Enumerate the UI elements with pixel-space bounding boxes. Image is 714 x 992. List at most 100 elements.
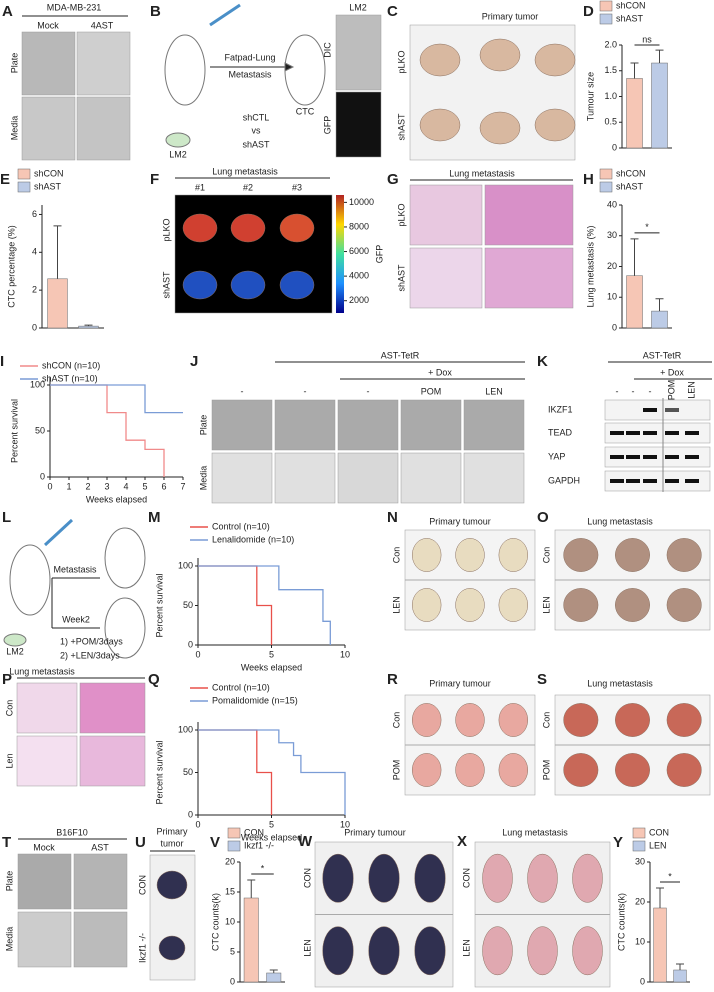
panel-letter: W bbox=[298, 833, 313, 850]
x-tick-label: 10 bbox=[340, 649, 350, 659]
image bbox=[211, 399, 273, 451]
y-axis-label: Percent survival bbox=[154, 573, 164, 637]
specimen bbox=[498, 753, 529, 787]
legend-label: shCON (n=10) bbox=[42, 360, 100, 370]
bar bbox=[626, 78, 643, 149]
label: Con bbox=[541, 547, 551, 564]
specimen bbox=[563, 703, 599, 737]
x-tick-label: 5 bbox=[269, 649, 274, 659]
label: LEN bbox=[485, 386, 503, 396]
specimen bbox=[411, 703, 442, 737]
significance-label: * bbox=[668, 871, 672, 881]
y-tick-label: 0 bbox=[612, 322, 617, 332]
bar bbox=[47, 278, 68, 329]
blot-band bbox=[626, 431, 640, 435]
specimen bbox=[534, 43, 576, 77]
blot-band bbox=[610, 455, 624, 459]
blot-band bbox=[643, 431, 657, 435]
label: TEAD bbox=[548, 427, 573, 437]
label: LM2 bbox=[349, 2, 367, 12]
label: Mock bbox=[33, 842, 55, 852]
specimen bbox=[279, 270, 315, 300]
label: Con bbox=[541, 712, 551, 729]
image bbox=[79, 735, 146, 787]
specimen bbox=[534, 108, 576, 142]
image bbox=[21, 31, 76, 96]
specimen bbox=[455, 538, 485, 572]
specimen bbox=[411, 538, 442, 572]
label: Media bbox=[9, 116, 19, 141]
y-tick-label: 5 bbox=[230, 946, 235, 956]
label: Primary tumour bbox=[344, 827, 406, 837]
image bbox=[73, 911, 128, 968]
y-tick-label: 0 bbox=[188, 639, 193, 649]
label: + Dox bbox=[428, 367, 452, 377]
colorbar-tick-label: 2000 bbox=[349, 295, 369, 305]
label: GAPDH bbox=[548, 475, 580, 485]
image bbox=[463, 452, 525, 504]
label: #3 bbox=[292, 182, 302, 192]
bar bbox=[266, 972, 282, 983]
error-bar bbox=[630, 62, 639, 79]
y-tick-label: 20 bbox=[635, 896, 645, 906]
blot-band bbox=[643, 408, 657, 412]
label: - bbox=[649, 386, 652, 396]
label: Con bbox=[4, 700, 14, 717]
y-axis-label: Percent survival bbox=[154, 740, 164, 804]
x-axis-label: Weeks elapsed bbox=[241, 832, 302, 842]
label: + Dox bbox=[660, 367, 684, 377]
blot-band bbox=[665, 431, 679, 435]
label: POM bbox=[391, 760, 401, 781]
panel-letter: C bbox=[387, 3, 398, 20]
image bbox=[16, 682, 78, 734]
specimen bbox=[279, 213, 315, 243]
y-tick-label: 1.0 bbox=[604, 91, 617, 101]
specimen bbox=[563, 538, 599, 572]
panel-letter: O bbox=[537, 509, 549, 526]
axis bbox=[49, 377, 183, 478]
image bbox=[274, 452, 336, 504]
legend-swatch bbox=[227, 840, 241, 852]
mouse-illustration-b bbox=[164, 3, 326, 148]
label: POM bbox=[666, 380, 676, 401]
label: Lung metastasis bbox=[212, 166, 278, 176]
x-axis-label: Weeks elapsed bbox=[241, 662, 302, 672]
blot-band bbox=[610, 431, 624, 435]
y-tick-label: 2.0 bbox=[604, 39, 617, 49]
label: LM2 bbox=[169, 149, 187, 159]
label: Len bbox=[4, 753, 14, 768]
y-tick-label: 10 bbox=[635, 936, 645, 946]
specimen bbox=[156, 870, 188, 900]
legend-label: CON bbox=[244, 827, 264, 837]
label: CTC bbox=[296, 106, 315, 116]
legend-label: shAST bbox=[616, 13, 644, 23]
survival-line bbox=[198, 565, 331, 645]
colorbar-label: GFP bbox=[374, 245, 384, 264]
specimen bbox=[615, 538, 650, 572]
label: pLKO bbox=[396, 203, 406, 226]
label: LM2 bbox=[6, 646, 24, 656]
legend-label: Ikzf1 -/- bbox=[244, 840, 274, 850]
label: Plate bbox=[198, 415, 208, 436]
specimen bbox=[666, 538, 702, 572]
y-tick-label: 6 bbox=[32, 209, 37, 219]
panel-letter: B bbox=[150, 3, 161, 20]
label: Lung metastasis bbox=[449, 168, 515, 178]
y-tick-label: 30 bbox=[635, 856, 645, 866]
label: 1) +POM/3days bbox=[60, 636, 123, 646]
x-tick-label: 6 bbox=[161, 481, 166, 491]
label: Lung metastasis bbox=[587, 678, 653, 688]
image bbox=[400, 452, 462, 504]
panel-letter: M bbox=[148, 509, 161, 526]
specimen bbox=[498, 588, 529, 622]
label: YAP bbox=[548, 451, 565, 461]
legend-label: Pomalidomide (n=15) bbox=[212, 695, 298, 705]
specimen bbox=[615, 753, 650, 787]
y-tick-label: 1.5 bbox=[604, 65, 617, 75]
y-tick-label: 10 bbox=[225, 916, 235, 926]
colorbar-tick-label: 4000 bbox=[349, 271, 369, 281]
legend-label: shCON bbox=[616, 168, 646, 178]
panel-letter: J bbox=[190, 353, 198, 370]
specimen bbox=[563, 753, 599, 787]
bar bbox=[243, 897, 259, 983]
